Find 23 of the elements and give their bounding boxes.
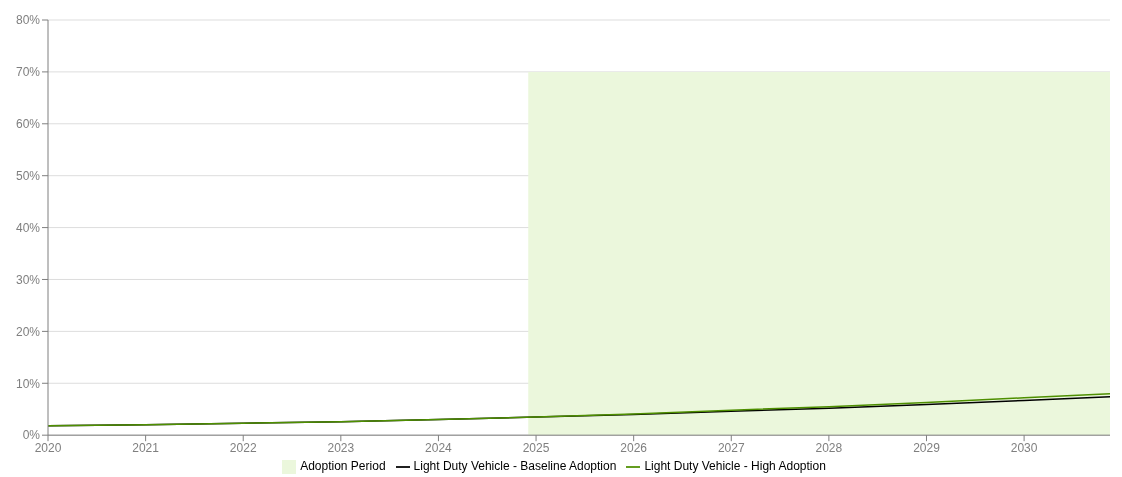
x-tick-label: 2024 bbox=[425, 440, 453, 455]
x-tick-label: 2026 bbox=[620, 440, 648, 455]
y-tick-label: 20% bbox=[15, 324, 41, 339]
y-tick-label: 40% bbox=[15, 220, 41, 235]
x-tick-label: 2030 bbox=[1010, 440, 1038, 455]
x-tick-label: 2027 bbox=[717, 440, 745, 455]
legend-label: Light Duty Vehicle - Baseline Adoption bbox=[413, 459, 617, 474]
y-tick-label: 10% bbox=[15, 376, 41, 391]
legend-label: Adoption Period bbox=[300, 459, 386, 474]
x-tick-label: 2028 bbox=[815, 440, 843, 455]
x-tick-label: 2023 bbox=[327, 440, 355, 455]
y-tick-label: 60% bbox=[15, 117, 41, 132]
x-tick-label: 2020 bbox=[34, 440, 62, 455]
y-tick-label: 0% bbox=[22, 428, 41, 443]
x-tick-label: 2025 bbox=[522, 440, 550, 455]
y-tick-label: 70% bbox=[15, 65, 41, 80]
x-tick-label: 2022 bbox=[229, 440, 257, 455]
x-tick-label: 2029 bbox=[913, 440, 941, 455]
y-tick-label: 50% bbox=[15, 168, 41, 183]
legend-label: Light Duty Vehicle - High Adoption bbox=[644, 459, 826, 474]
y-tick-label: 30% bbox=[15, 272, 41, 287]
x-tick-label: 2021 bbox=[132, 440, 160, 455]
y-tick-label: 80% bbox=[15, 13, 41, 28]
